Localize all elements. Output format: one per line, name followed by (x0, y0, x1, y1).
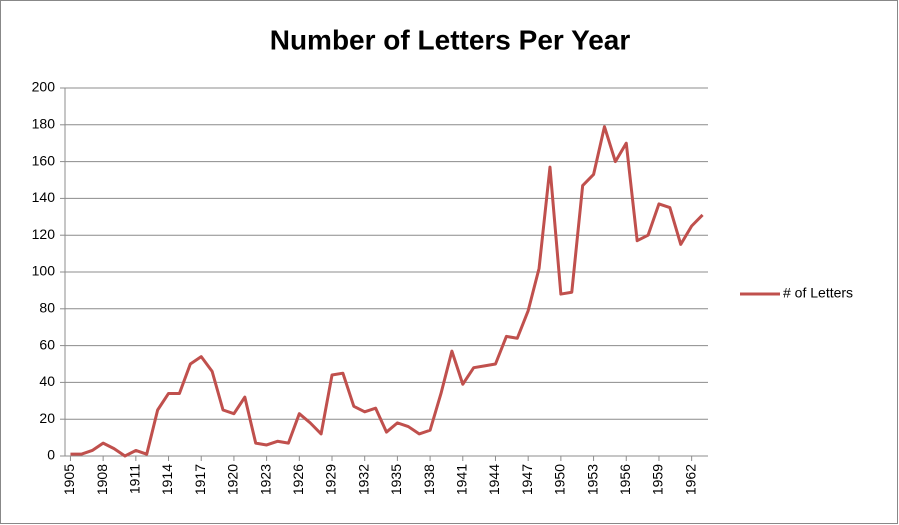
y-tick-label: 100 (32, 263, 56, 279)
y-tick-label: 80 (39, 300, 55, 316)
x-tick-label: 1920 (225, 464, 241, 495)
x-tick-label: 1959 (650, 464, 666, 495)
x-tick-label: 1911 (127, 464, 143, 494)
x-tick-label: 1923 (257, 464, 273, 495)
x-tick-label: 1908 (94, 464, 110, 495)
chart-title: Number of Letters Per Year (270, 24, 631, 55)
y-tick-label: 60 (39, 336, 55, 352)
y-tick-label: 120 (32, 226, 56, 242)
x-tick-label: 1950 (552, 464, 568, 495)
y-tick-label: 0 (47, 447, 55, 463)
x-tick-label: 1956 (617, 464, 633, 495)
x-tick-label: 1905 (61, 464, 77, 495)
x-tick-label: 1935 (388, 464, 404, 495)
y-tick-label: 200 (32, 79, 56, 95)
x-tick-label: 1914 (159, 464, 175, 495)
x-tick-label: 1947 (519, 464, 535, 495)
y-tick-label: 40 (39, 373, 55, 389)
y-tick-label: 160 (32, 152, 56, 168)
x-tick-label: 1941 (453, 464, 469, 495)
x-tick-label: 1917 (192, 464, 208, 495)
x-tick-label: 1944 (486, 464, 502, 495)
x-tick-label: 1953 (584, 464, 600, 495)
x-tick-label: 1962 (682, 464, 698, 495)
x-tick-label: 1932 (355, 464, 371, 495)
x-tick-label: 1929 (323, 464, 339, 495)
y-tick-label: 20 (39, 410, 55, 426)
data-line (70, 125, 704, 458)
x-tick-label: 1926 (290, 464, 306, 495)
y-tick-label: 180 (32, 116, 56, 132)
legend-label: # of Letters (783, 285, 853, 301)
x-tick-label: 1938 (421, 464, 437, 495)
y-tick-label: 140 (32, 189, 56, 205)
